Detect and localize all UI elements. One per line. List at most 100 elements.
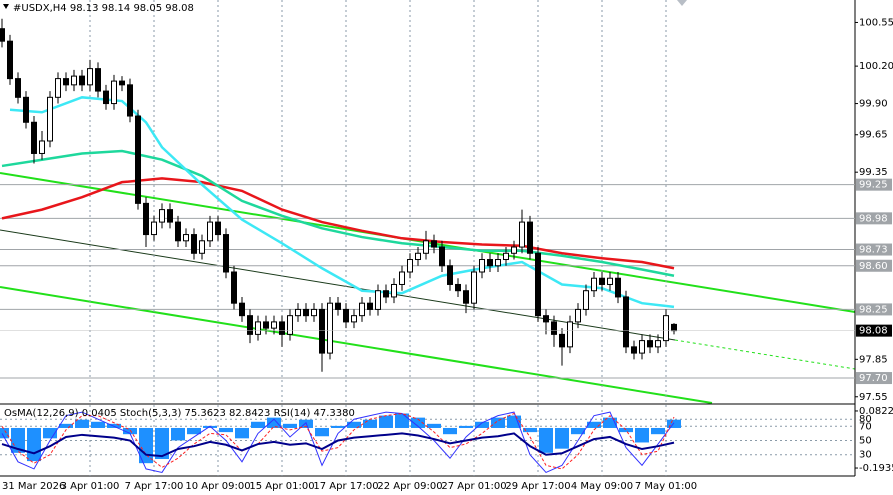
histogram-bar (187, 427, 201, 435)
candle-body (511, 246, 517, 254)
y-tick-label: 97.55 (859, 392, 888, 403)
candle-body (231, 271, 237, 304)
candle-body (215, 221, 221, 236)
candle-body (239, 302, 245, 317)
moving-average (9, 96, 675, 309)
histogram-bar (59, 423, 73, 428)
candle-body (127, 84, 133, 117)
histogram-bar (443, 427, 457, 435)
level-label: 98.60 (859, 261, 888, 272)
level-label: 98.98 (859, 213, 888, 224)
x-tick-label: 29 Apr 17:00 (505, 481, 570, 492)
candle-body (207, 221, 213, 242)
candle-body (391, 283, 397, 298)
candle-body (103, 90, 109, 105)
candle-body (439, 246, 445, 267)
candle-body (543, 315, 549, 323)
level-label: 98.25 (859, 304, 888, 315)
candle-body (183, 234, 189, 242)
candle-body (359, 302, 365, 317)
candle-body (551, 321, 557, 335)
candle-body (431, 240, 437, 248)
candle-body (503, 252, 509, 261)
candle-body (423, 240, 429, 254)
candle-body (303, 308, 309, 317)
candle-body (415, 252, 421, 261)
level-label-box (856, 212, 892, 225)
candle-body (55, 78, 61, 98)
y-tick-label: -0.1935 (859, 463, 893, 474)
candle-body (31, 121, 37, 154)
candle-body (399, 271, 405, 285)
candle-body (559, 333, 565, 348)
candle-body (495, 259, 501, 267)
level-label: 99.25 (859, 180, 888, 191)
histogram-bar (395, 413, 409, 428)
candle-body (599, 277, 605, 285)
y-tick-label: 99.35 (859, 167, 888, 178)
shift-marker (677, 0, 687, 6)
candle-body (583, 290, 589, 310)
indicator-line (1, 411, 675, 474)
candle-body (455, 283, 461, 292)
histogram-bar (251, 421, 265, 428)
histogram-bar (283, 423, 297, 428)
candle-body (159, 209, 165, 223)
candle-body (575, 308, 581, 323)
candle-body (7, 40, 13, 80)
histogram-bar (635, 427, 649, 443)
y2-tick-label: 30 (859, 450, 872, 461)
candle-body (623, 296, 629, 348)
moving-average (1, 177, 675, 270)
level-label-box (856, 372, 892, 385)
x-tick-label: 22 Apr 09:00 (377, 481, 442, 492)
candle-body (335, 302, 341, 310)
level-label-box (856, 259, 892, 272)
candle-body (279, 321, 285, 335)
y-tick-label: 97.85 (859, 354, 888, 365)
candle-body (247, 315, 253, 335)
candle-body (287, 315, 293, 335)
x-tick-label: 31 Mar 2026 (2, 481, 65, 492)
candle-body (71, 75, 77, 86)
candle-body (143, 202, 149, 236)
candle-body (63, 78, 69, 86)
candle-body (135, 115, 141, 204)
histogram-bar (619, 427, 633, 433)
candle-body (463, 290, 469, 304)
histogram-bar (27, 427, 41, 462)
candle-body (0, 28, 5, 42)
histogram-bar (155, 427, 169, 460)
candle-body (479, 259, 485, 273)
histogram-bar (491, 417, 505, 428)
histogram-bar (571, 427, 585, 435)
candle-body (79, 75, 85, 86)
histogram-bar (0, 427, 9, 439)
candle-body (167, 209, 173, 223)
candle-body (663, 315, 669, 342)
level-label: 98.73 (859, 245, 888, 256)
histogram-bar (411, 417, 425, 428)
candle-body (631, 346, 637, 354)
histogram-bar (651, 427, 665, 435)
candle-body (383, 290, 389, 298)
menu-icon[interactable] (3, 4, 9, 9)
x-tick-label: 10 Apr 09:00 (185, 481, 250, 492)
candle-body (367, 302, 373, 310)
histogram-bar (75, 419, 89, 428)
y2-tick-label: 80 (859, 414, 872, 425)
histogram-bar (667, 419, 681, 428)
candle-body (311, 308, 317, 317)
candle-body (519, 221, 525, 248)
indicator-title: OsMA(12,26,9) 0.0405 Stoch(5,3,3) 75.362… (4, 408, 355, 419)
x-tick-label: 7 May 01:00 (635, 481, 697, 492)
candle-body (615, 277, 621, 298)
indicator-line (1, 412, 675, 470)
candle-body (151, 221, 157, 236)
histogram-bar (555, 427, 569, 449)
x-tick-label: 7 Apr 17:00 (125, 481, 184, 492)
candle-body (319, 308, 325, 354)
candle-body (263, 321, 269, 329)
histogram-bar (171, 427, 185, 441)
